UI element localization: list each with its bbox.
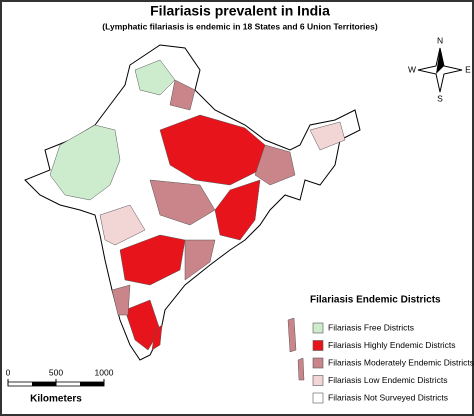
title: Filariasis prevalent in India bbox=[150, 3, 330, 19]
legend-swatch bbox=[312, 392, 324, 404]
legend-swatch bbox=[312, 340, 324, 351]
district-region bbox=[111, 284, 131, 316]
district-region bbox=[134, 59, 176, 96]
district-region bbox=[119, 234, 186, 286]
india-map bbox=[24, 44, 361, 381]
legend-label: Filariasis Highly Endemic Districts bbox=[328, 340, 456, 350]
district-region bbox=[184, 239, 216, 281]
district-region bbox=[297, 357, 305, 381]
compass: N S E W bbox=[408, 35, 471, 103]
compass-n: N bbox=[437, 35, 443, 45]
legend-label: Filariasis Not Surveyed Districts bbox=[328, 392, 448, 402]
district-region bbox=[309, 121, 346, 151]
scale-unit: Kilometers bbox=[30, 394, 82, 405]
district-region bbox=[169, 79, 196, 111]
legend-swatch bbox=[312, 357, 324, 369]
legend-label: Filariasis Moderately Endemic Districts bbox=[328, 357, 474, 367]
scale-tick-label: 0 bbox=[6, 367, 11, 377]
legend-label: Filariasis Low Endemic Districts bbox=[328, 375, 448, 385]
district-region bbox=[49, 124, 121, 201]
district-region bbox=[254, 144, 296, 186]
legend-swatch bbox=[312, 375, 324, 386]
district-region bbox=[287, 317, 297, 353]
scale-bar-fill bbox=[80, 382, 104, 386]
legend-swatch bbox=[312, 322, 324, 334]
compass-e: E bbox=[465, 64, 471, 74]
subtitle: (Lymphatic filariasis is endemic in 18 S… bbox=[102, 21, 378, 31]
district-region bbox=[99, 204, 146, 246]
legend: Filariasis Endemic Districts Filariasis … bbox=[310, 295, 474, 404]
compass-w: W bbox=[408, 64, 416, 74]
district-region bbox=[151, 324, 163, 351]
legend-title: Filariasis Endemic Districts bbox=[310, 295, 441, 306]
scale-tick-label: 1000 bbox=[95, 367, 114, 377]
scale-tick-label: 500 bbox=[49, 367, 63, 377]
district-region bbox=[149, 179, 216, 226]
scale-bar-fill bbox=[32, 382, 56, 386]
scale-bar: 0 500 1000 Kilometers bbox=[6, 367, 114, 404]
compass-s: S bbox=[437, 93, 443, 103]
legend-label: Filariasis Free Districts bbox=[328, 322, 414, 332]
